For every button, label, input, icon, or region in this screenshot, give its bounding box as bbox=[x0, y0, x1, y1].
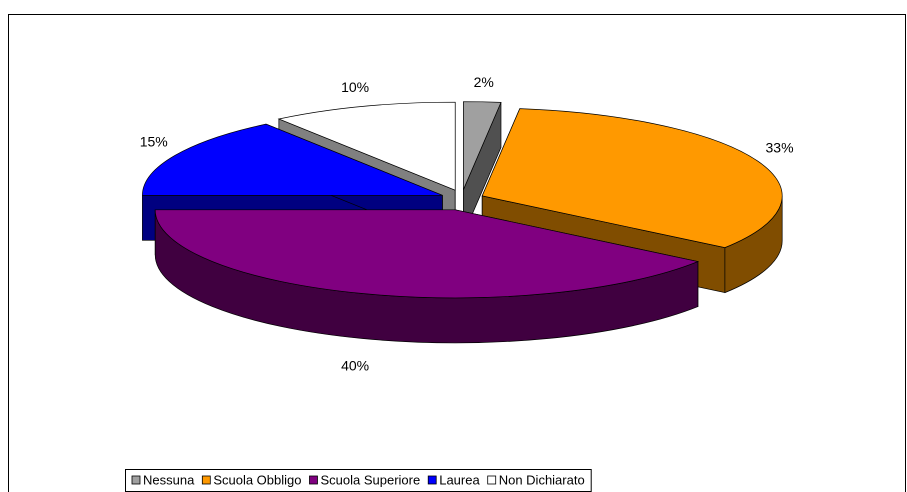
legend-label: Non Dichiarato bbox=[499, 472, 585, 487]
legend: Nessuna Scuola Obbligo Scuola Superiore Lau… bbox=[125, 469, 592, 492]
data-label: 15% bbox=[140, 133, 168, 149]
legend-swatch bbox=[131, 475, 141, 485]
data-label: 10% bbox=[341, 79, 369, 95]
data-label: 33% bbox=[766, 139, 794, 155]
legend-swatch bbox=[309, 475, 318, 485]
slice-top bbox=[463, 101, 502, 190]
slice-top bbox=[142, 123, 443, 196]
legend-swatch bbox=[487, 475, 497, 485]
legend-swatch bbox=[201, 475, 211, 485]
slice-top bbox=[481, 108, 783, 248]
pie: 2% 33% 40% 15% 10% bbox=[140, 74, 794, 373]
slice bbox=[463, 101, 502, 235]
legend-label: Scuola Obbligo bbox=[213, 472, 301, 487]
legend-label: Scuola Superiore bbox=[320, 472, 420, 487]
data-label: 40% bbox=[341, 357, 369, 373]
slice-top bbox=[277, 101, 456, 191]
slice bbox=[154, 209, 700, 344]
data-label: 2% bbox=[474, 74, 494, 90]
legend-label: Nessuna bbox=[143, 472, 195, 487]
legend-swatch bbox=[427, 475, 437, 485]
slice-top bbox=[154, 209, 700, 299]
legend-label: Laurea bbox=[439, 472, 480, 487]
